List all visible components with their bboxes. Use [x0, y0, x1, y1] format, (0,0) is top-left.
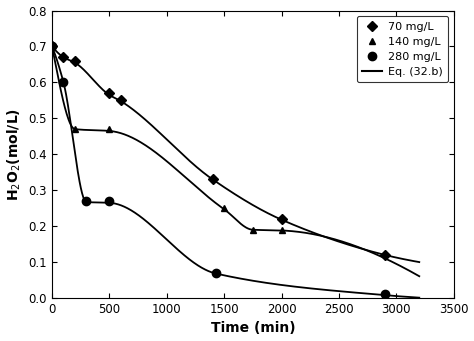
X-axis label: Time (min): Time (min) — [210, 322, 295, 336]
Y-axis label: H$_2$O$_2$(mol/L): H$_2$O$_2$(mol/L) — [6, 108, 23, 201]
Legend: 70 mg/L, 140 mg/L, 280 mg/L, Eq. (32.b): 70 mg/L, 140 mg/L, 280 mg/L, Eq. (32.b) — [357, 16, 448, 82]
